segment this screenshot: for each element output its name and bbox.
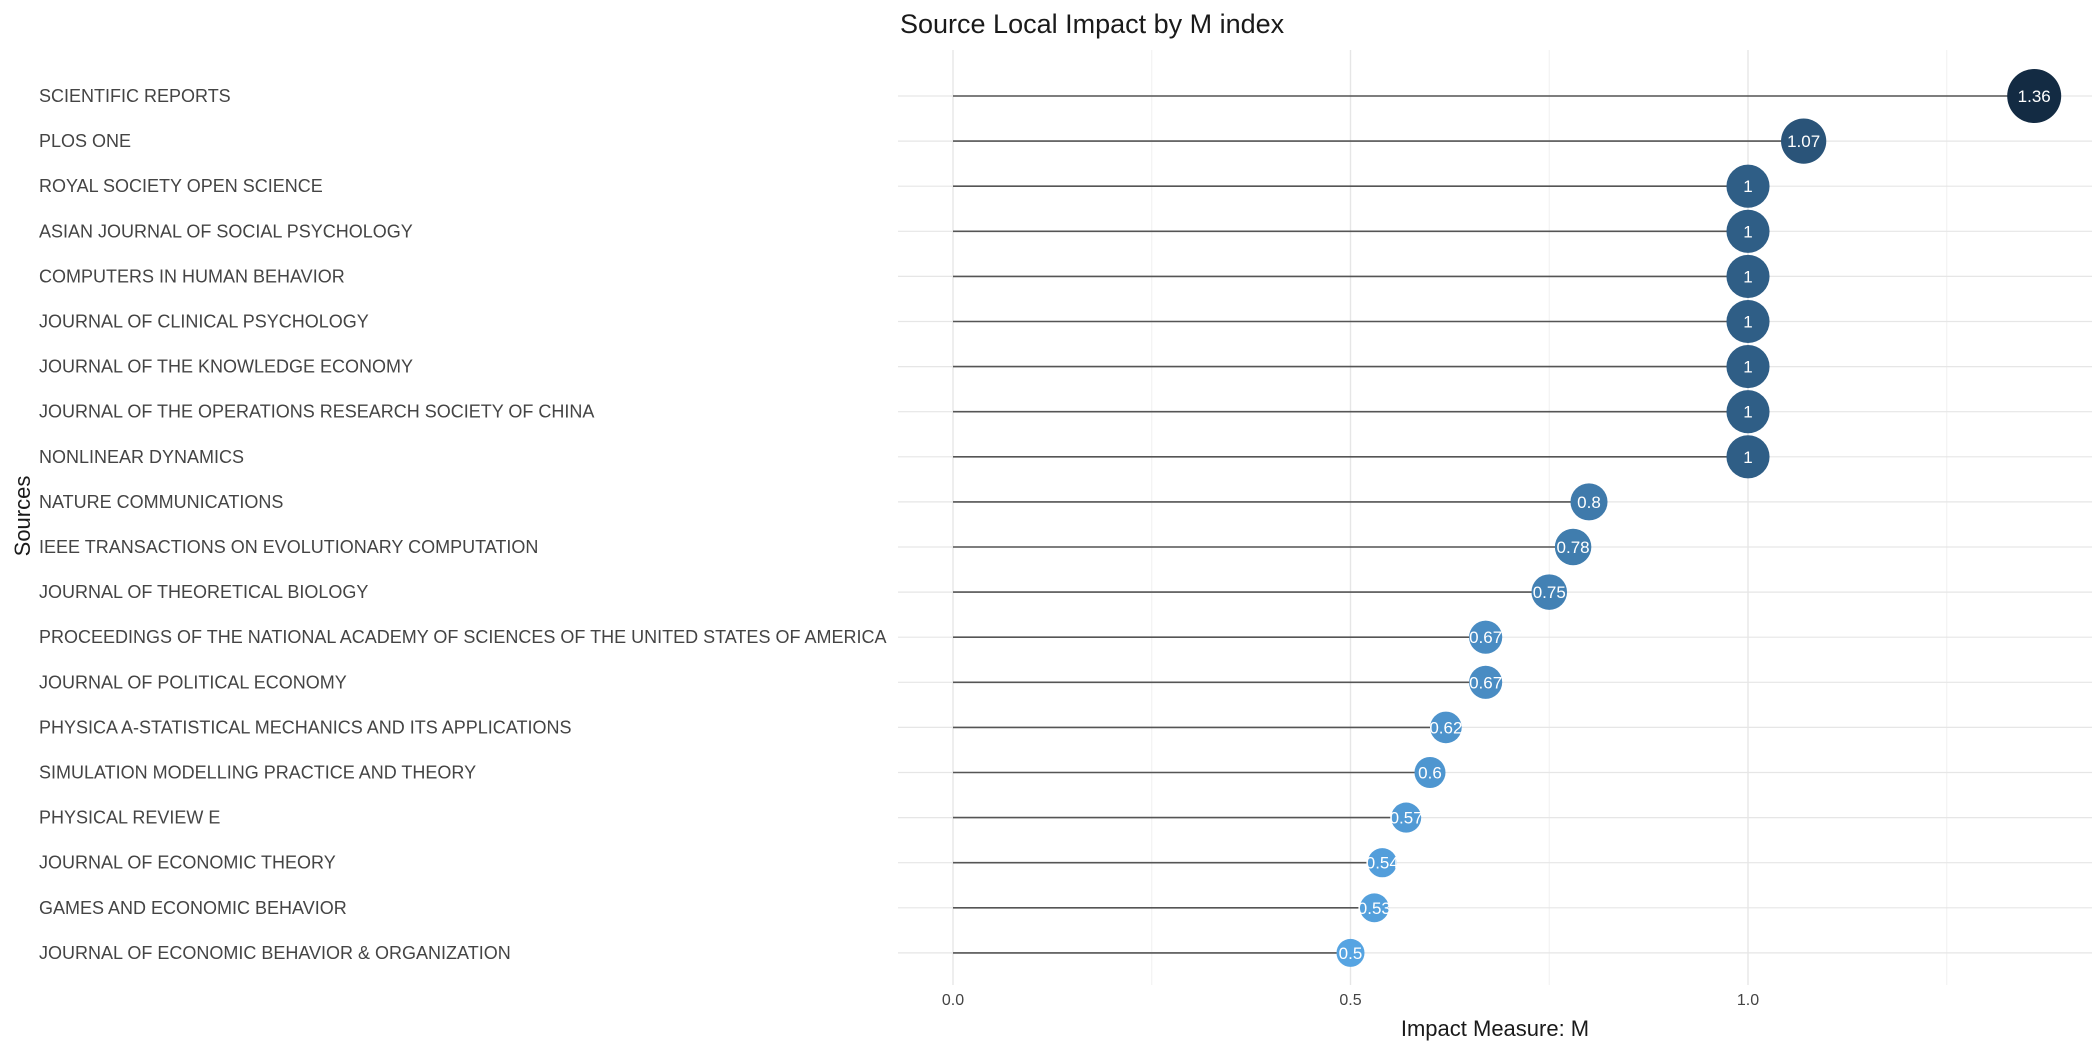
category-label: NATURE COMMUNICATIONS: [39, 492, 283, 512]
lollipop-point: [1469, 665, 1503, 699]
data-label: 0.57: [1390, 809, 1423, 828]
lollipop-point: [1430, 711, 1462, 744]
lollipop-point: [1414, 756, 1446, 789]
data-label: 0.67: [1469, 628, 1502, 647]
lollipop-point: [1781, 118, 1827, 164]
category-label: PHYSICAL REVIEW E: [39, 808, 220, 828]
data-label: 1.36: [2018, 87, 2051, 106]
lollipop-point: [1469, 620, 1503, 654]
lollipop-point: [1554, 528, 1592, 566]
x-tick-label: 0.5: [1339, 992, 1361, 1009]
data-label: 0.5: [1339, 944, 1363, 963]
grid: [898, 50, 2092, 985]
category-label: PHYSICA A-STATISTICAL MECHANICS AND ITS …: [39, 717, 571, 737]
category-label: JOURNAL OF CLINICAL PSYCHOLOGY: [39, 312, 369, 332]
y-axis-title: Sources: [10, 476, 35, 557]
category-labels: SCIENTIFIC REPORTS PLOS ONE ROYAL SOCIETY …: [39, 86, 886, 963]
data-label: 0.6: [1418, 764, 1442, 783]
category-label: PROCEEDINGS OF THE NATIONAL ACADEMY OF S…: [39, 627, 886, 647]
data-label: 1: [1743, 177, 1752, 196]
data-label: 0.78: [1557, 538, 1590, 557]
data-label: 0.53: [1358, 899, 1391, 918]
data-label: 1: [1743, 313, 1752, 332]
data-label: 0.54: [1366, 854, 1399, 873]
stems: [953, 95, 2035, 954]
category-label: SCIENTIFIC REPORTS: [39, 86, 231, 106]
category-label: PLOS ONE: [39, 131, 131, 151]
category-label: COMPUTERS IN HUMAN BEHAVIOR: [39, 266, 345, 286]
lollipop-point: [1391, 802, 1422, 833]
chart-title: Source Local Impact by M index: [900, 9, 1285, 39]
lollipop-point: [1726, 164, 1770, 208]
data-label: 0.67: [1469, 673, 1502, 692]
lollipop-point: [1726, 254, 1770, 298]
lollipop-point: [1726, 299, 1770, 344]
category-label: IEEE TRANSACTIONS ON EVOLUTIONARY COMPUT…: [39, 537, 538, 557]
category-label: NONLINEAR DYNAMICS: [39, 447, 244, 467]
lollipop-point: [1367, 848, 1397, 878]
lollipop-point: [1726, 435, 1770, 479]
lollipop-point: [1726, 345, 1770, 389]
category-label: JOURNAL OF POLITICAL ECONOMY: [39, 672, 347, 692]
data-label: 1: [1743, 267, 1752, 286]
category-label: JOURNAL OF THE OPERATIONS RESEARCH SOCIE…: [39, 402, 594, 422]
category-label: JOURNAL OF ECONOMIC THEORY: [39, 853, 336, 873]
data-label: 1: [1743, 403, 1752, 422]
data-label: 0.62: [1429, 718, 1462, 737]
category-label: JOURNAL OF ECONOMIC BEHAVIOR & ORGANIZAT…: [39, 943, 511, 963]
category-label: GAMES AND ECONOMIC BEHAVIOR: [39, 898, 347, 918]
lollipop-point: [1531, 574, 1568, 610]
lollipop-point: [1336, 938, 1365, 967]
x-tick-label: 0.0: [942, 992, 964, 1009]
data-label: 1: [1743, 358, 1752, 377]
category-label: SIMULATION MODELLING PRACTICE AND THEORY: [39, 763, 476, 783]
data-label: 0.75: [1533, 583, 1566, 602]
lollipop-point: [1359, 893, 1389, 923]
x-axis-ticks: 0.0 0.5 1.0: [942, 992, 1759, 1009]
data-label: 1: [1743, 448, 1752, 467]
category-label: JOURNAL OF THEORETICAL BIOLOGY: [39, 582, 368, 602]
category-label: JOURNAL OF THE KNOWLEDGE ECONOMY: [39, 357, 413, 377]
data-label: 0.8: [1577, 493, 1601, 512]
category-label: ROYAL SOCIETY OPEN SCIENCE: [39, 176, 323, 196]
data-label: 1: [1743, 222, 1752, 241]
data-label: 1.07: [1787, 132, 1820, 151]
lollipop-point: [1726, 390, 1770, 434]
category-label: ASIAN JOURNAL OF SOCIAL PSYCHOLOGY: [39, 221, 413, 241]
x-axis-title: Impact Measure: M: [1401, 1016, 1589, 1041]
lollipop-point: [2007, 69, 2062, 123]
points: 1.36 1.07 1 1 1 1 1 1 1 0.8 0.78 0.75 0.67 0.67 0.62 0.…: [1336, 69, 2062, 967]
lollipop-point: [1726, 209, 1770, 253]
x-tick-label: 1.0: [1737, 992, 1759, 1009]
lollipop-point: [1570, 483, 1608, 521]
